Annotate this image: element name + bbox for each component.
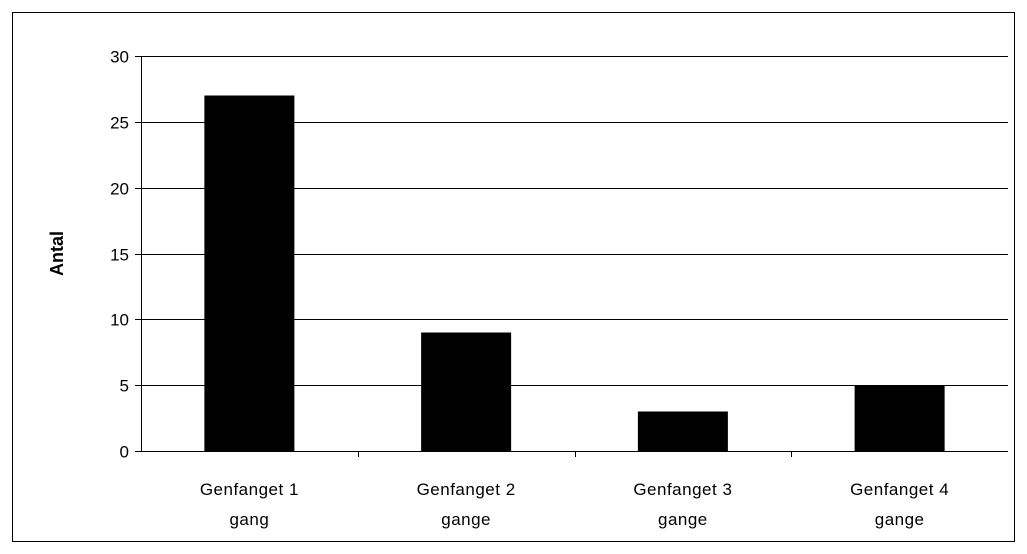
y-tick-label: 5 [120,377,129,396]
y-tick-labels: 0 5 10 15 20 25 30 [110,48,141,462]
axes [141,56,1008,452]
y-tick-label: 30 [110,48,129,67]
x-tick-label: Genfanget 1 [200,480,299,499]
y-axis-title: Antal [47,231,67,276]
x-tick-label: gange [875,510,925,529]
x-tick-label: Genfanget 3 [633,480,732,499]
y-tick-label: 0 [120,443,129,462]
y-tick-label: 10 [110,311,129,330]
y-tick-label: 25 [110,114,129,133]
bar [204,95,295,451]
x-tick-labels: Genfanget 1 gang Genfanget 2 gange Genfanget… [200,451,949,529]
x-tick-label: Genfanget 4 [850,480,949,499]
bars [204,95,945,451]
y-tick-label: 20 [110,180,129,199]
bar-chart: 0 5 10 15 20 25 30 Genfanget 1 gang Genfanget 2 g… [47,48,1008,529]
chart-frame: 0 5 10 15 20 25 30 Genfanget 1 gang Genfanget 2 g… [12,12,1015,542]
x-tick-label: gang [229,510,269,529]
y-tick-label: 15 [110,246,129,265]
bar [421,332,512,451]
x-tick-label: Genfanget 2 [417,480,516,499]
x-tick-label: gange [658,510,708,529]
bar [854,385,945,451]
bar [637,411,728,451]
x-tick-label: gange [441,510,491,529]
